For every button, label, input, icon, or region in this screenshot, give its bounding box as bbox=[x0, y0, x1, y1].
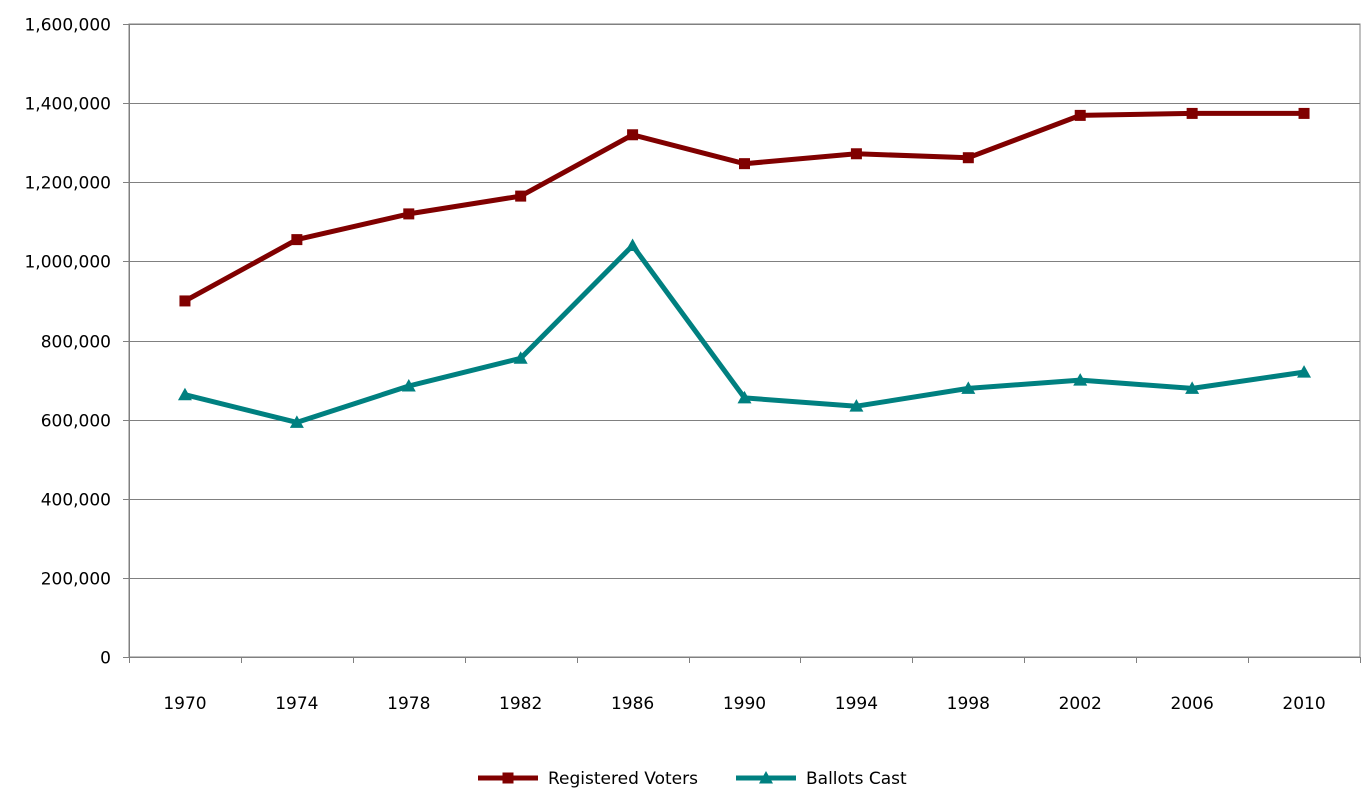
data-point bbox=[625, 238, 640, 252]
y-tick-label: 1,600,000 bbox=[24, 16, 111, 36]
y-tick-label: 1,000,000 bbox=[24, 253, 111, 273]
data-point bbox=[291, 234, 303, 246]
data-point bbox=[1073, 373, 1088, 386]
legend-marker bbox=[759, 771, 773, 784]
x-tick-label: 1974 bbox=[275, 694, 318, 714]
x-tick-label: 1970 bbox=[163, 694, 206, 714]
x-tick-label: 1978 bbox=[387, 694, 430, 714]
axes bbox=[123, 24, 1361, 663]
data-point bbox=[962, 152, 974, 164]
plot-area bbox=[128, 23, 1361, 658]
data-point bbox=[739, 158, 750, 170]
x-tick-label: 1986 bbox=[611, 694, 654, 714]
series-layer bbox=[177, 107, 1312, 428]
data-point bbox=[849, 399, 864, 412]
y-tick-label: 200,000 bbox=[41, 570, 111, 590]
data-point bbox=[179, 295, 191, 307]
x-tick-label: 1998 bbox=[947, 694, 990, 714]
y-tick-label: 1,200,000 bbox=[24, 174, 111, 194]
x-tick-label: 2010 bbox=[1282, 694, 1325, 714]
legend-label: Ballots Cast bbox=[806, 769, 907, 789]
data-point bbox=[1298, 107, 1310, 119]
legend-item: Ballots Cast bbox=[736, 769, 907, 789]
data-point bbox=[401, 378, 416, 392]
y-tick-label: 0 bbox=[100, 649, 111, 669]
x-tick-label: 1994 bbox=[835, 694, 878, 714]
data-point bbox=[1297, 365, 1312, 378]
data-point bbox=[177, 387, 192, 401]
legend: Registered Voters Ballots Cast bbox=[478, 769, 907, 789]
data-point bbox=[850, 148, 862, 160]
y-tick-label: 1,400,000 bbox=[24, 95, 111, 115]
y-tick-label: 800,000 bbox=[41, 333, 111, 353]
legend-item: Registered Voters bbox=[478, 769, 698, 789]
data-point bbox=[1074, 109, 1086, 121]
data-point bbox=[513, 351, 528, 364]
data-point bbox=[403, 208, 415, 220]
data-point bbox=[1186, 107, 1198, 119]
y-tick-label: 600,000 bbox=[41, 412, 111, 432]
x-tick-label: 1982 bbox=[499, 694, 542, 714]
y-tick-label: 400,000 bbox=[41, 491, 111, 511]
data-point bbox=[515, 190, 527, 202]
data-point bbox=[289, 415, 304, 428]
plot-border bbox=[128, 23, 1361, 658]
x-tick-label: 2002 bbox=[1059, 694, 1102, 714]
x-tick-label: 2006 bbox=[1171, 694, 1214, 714]
legend-label: Registered Voters bbox=[548, 769, 698, 789]
y-tick-labels: 0 200,000 400,000 600,000 800,000 1,000,000 1,… bbox=[24, 16, 111, 669]
data-point bbox=[627, 129, 639, 141]
series-line bbox=[183, 110, 1304, 304]
data-point bbox=[1185, 381, 1200, 394]
series-ballots-cast bbox=[177, 238, 1312, 428]
x-tick-label: 1990 bbox=[723, 694, 766, 714]
x-tick-labels: 1970 1974 1978 1982 1986 1990 1994 1998 2002 2006… bbox=[163, 694, 1325, 714]
gridlines bbox=[129, 24, 1360, 579]
legend-marker bbox=[502, 772, 514, 784]
series-registered-voters bbox=[179, 107, 1310, 307]
data-point bbox=[737, 390, 752, 404]
data-point bbox=[961, 381, 976, 394]
